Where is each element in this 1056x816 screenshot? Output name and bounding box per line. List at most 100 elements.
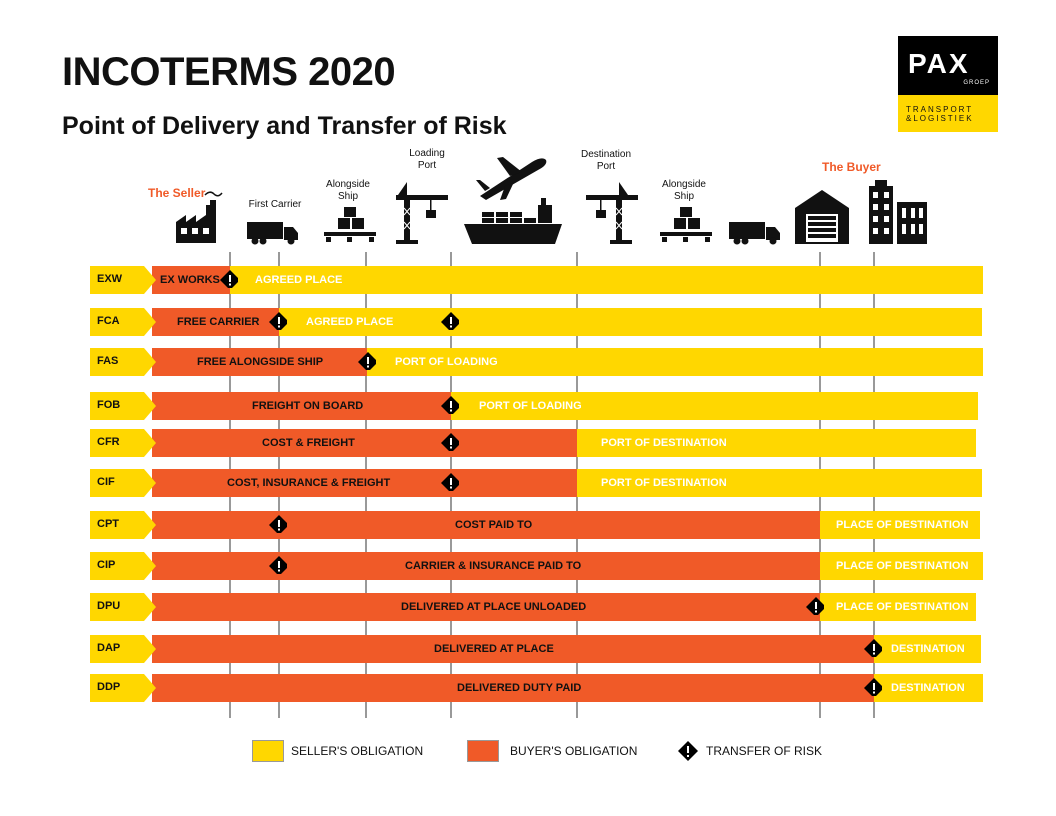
tag-arrow [144, 511, 156, 539]
seller-term-label: DELIVERED DUTY PAID [457, 682, 582, 694]
first-carrier-label: First Carrier [248, 199, 302, 210]
tag-arrow [144, 469, 156, 497]
transfer-of-risk-diamond [220, 270, 238, 288]
transfer-of-risk-diamond [269, 515, 287, 533]
buyer-term-label: PLACE OF DESTINATION [836, 560, 969, 572]
legend-risk-label: TRANSFER OF RISK [706, 744, 823, 758]
incoterm-code: FCA [97, 315, 120, 327]
transfer-of-risk-diamond [269, 556, 287, 574]
incoterm-tag: FOB [90, 392, 156, 420]
incoterm-code: CIF [97, 476, 115, 488]
buyer-term-label: PLACE OF DESTINATION [836, 519, 969, 531]
buyer-obligation-bar [152, 552, 820, 580]
incoterm-tag: DPU [90, 593, 156, 621]
seller-term-label: FREE CARRIER [177, 316, 260, 328]
transfer-of-risk-diamond [441, 433, 459, 451]
legend-seller-label: SELLER'S OBLIGATION [291, 744, 424, 758]
airplane-icon [476, 157, 547, 200]
legend-buyer-swatch [467, 740, 499, 762]
warehouse-icon [795, 190, 849, 244]
seller-term-label: DELIVERED AT PLACE UNLOADED [401, 601, 587, 613]
incoterm-code: EXW [97, 273, 123, 285]
incoterm-code: CPT [97, 518, 119, 530]
seller-term-label: DELIVERED AT PLACE [434, 643, 554, 655]
incoterm-code: CFR [97, 436, 120, 448]
buyer-term-label: DESTINATION [891, 682, 965, 694]
incoterm-code: DPU [97, 600, 121, 612]
seller-term-label: FREIGHT ON BOARD [252, 400, 364, 412]
buyer-term-label: PORT OF DESTINATION [601, 437, 727, 449]
incoterm-tag: DDP [90, 674, 156, 702]
destination-port-label: Destination Port [580, 149, 632, 172]
logo-group: GROEP [963, 80, 990, 86]
seller-term-label: COST PAID TO [455, 519, 533, 531]
incoterm-tag: FCA [90, 308, 156, 336]
incoterm-tag: CIP [90, 552, 156, 580]
transfer-of-risk-diamond [806, 597, 824, 615]
buyer-obligation-bar [152, 469, 577, 497]
seller-obligation-bar [152, 266, 983, 294]
tag-arrow [144, 635, 156, 663]
tag-arrow [144, 392, 156, 420]
transfer-of-risk-diamond [441, 312, 459, 330]
logo-line-1: TRANSPORT [906, 105, 974, 114]
buyer-obligation-bar [152, 429, 577, 457]
seller-term-label: FREE ALONGSIDE SHIP [197, 356, 324, 368]
buyer-obligation-bar [152, 635, 874, 663]
buyer-term-label: PORT OF LOADING [479, 400, 582, 412]
tag-arrow [144, 674, 156, 702]
pax-logo: PAX GROEP TRANSPORT &LOGISTIEK [898, 36, 998, 132]
pallet-boxes-icon-2 [660, 207, 712, 242]
pallet-boxes-icon [324, 207, 376, 242]
transfer-of-risk-diamond [441, 396, 459, 414]
logo-line-2: &LOGISTIEK [906, 114, 974, 123]
incoterm-code: CIP [97, 559, 116, 571]
buyer-obligation-bar [152, 392, 451, 420]
truck-icon [247, 222, 298, 245]
buyer-obligation-bar [152, 674, 874, 702]
incoterm-tag: DAP [90, 635, 156, 663]
incoterm-code: DAP [97, 642, 121, 654]
tag-arrow [144, 593, 156, 621]
crane-icon-2 [586, 182, 638, 244]
seller-term-label: COST & FREIGHT [262, 437, 355, 449]
buyer-obligation-bar [152, 511, 820, 539]
seller-obligation-bar [152, 308, 982, 336]
cargo-ship-icon [464, 198, 562, 244]
buyer-term-label: DESTINATION [891, 643, 965, 655]
seller-term-label: CARRIER & INSURANCE PAID TO [405, 560, 582, 572]
transfer-of-risk-diamond [358, 352, 376, 370]
logo-brand: PAX [908, 48, 970, 79]
tag-arrow [144, 348, 156, 376]
tag-arrow [144, 308, 156, 336]
stage-icons [176, 157, 927, 245]
tag-arrow [144, 552, 156, 580]
transfer-of-risk-diamond [864, 639, 882, 657]
buyer-obligation-bar [152, 266, 230, 294]
transfer-of-risk-diamond [864, 678, 882, 696]
incoterm-tag: FAS [90, 348, 156, 376]
page-title: INCOTERMS 2020 [62, 50, 396, 94]
page-subtitle: Point of Delivery and Transfer of Risk [62, 112, 507, 140]
buyer-term-label: AGREED PLACE [306, 316, 394, 328]
transfer-of-risk-diamond [441, 473, 459, 491]
incoterm-tag: CPT [90, 511, 156, 539]
buyer-term-label: PORT OF LOADING [395, 356, 498, 368]
seller-term-label: EX WORKS [160, 274, 220, 286]
buyer-term-label: PORT OF DESTINATION [601, 477, 727, 489]
buildings-icon [869, 180, 927, 244]
buyer-obligation-bar [152, 348, 367, 376]
loading-port-label: Loading Port [409, 148, 445, 171]
crane-icon [396, 182, 448, 244]
incoterm-code: FAS [97, 355, 119, 367]
tag-arrow [144, 429, 156, 457]
buyer-term-label: PLACE OF DESTINATION [836, 601, 969, 613]
transfer-of-risk-diamond [269, 312, 287, 330]
seller-term-label: COST, INSURANCE & FREIGHT [227, 477, 391, 489]
seller-label: The Seller [148, 186, 206, 200]
alongside-ship-label-2: Alongside Ship [662, 179, 706, 202]
tag-arrow [144, 266, 156, 294]
incoterm-tag: CFR [90, 429, 156, 457]
alongside-ship-label-1: Alongside Ship [326, 179, 370, 202]
incoterm-code: FOB [97, 399, 121, 411]
